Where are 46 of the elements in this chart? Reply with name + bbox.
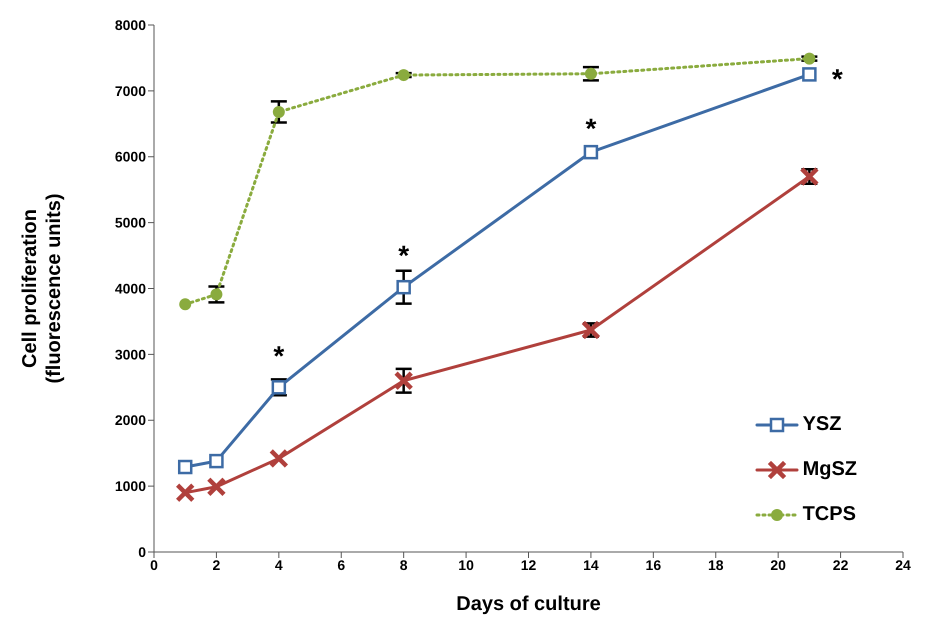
legend-label: MgSZ — [802, 458, 857, 481]
point — [803, 52, 816, 65]
x-tick-label: 8 — [400, 556, 408, 573]
y-tick-label: 3000 — [114, 346, 146, 362]
point — [176, 484, 194, 501]
legend-label: YSZ — [802, 413, 842, 436]
x-tick-label: 22 — [832, 556, 849, 573]
x-tick-label: 16 — [646, 556, 662, 573]
annotation: * — [398, 240, 410, 272]
y-axis-title: Cell proliferation (fluorescence units) — [19, 193, 65, 384]
y-tick-label: 7000 — [114, 82, 146, 99]
point — [210, 288, 222, 300]
x-tick-label: 20 — [770, 556, 786, 573]
y-tick-label: 0 — [138, 544, 146, 560]
point — [584, 144, 598, 160]
point — [395, 372, 412, 389]
x-tick-label: 12 — [520, 556, 536, 573]
y-tick-label: 8000 — [114, 16, 146, 33]
point — [208, 478, 225, 496]
point — [398, 69, 410, 82]
annotation: * — [832, 63, 843, 94]
y-tick-label: 4000 — [114, 280, 146, 296]
point — [270, 450, 288, 467]
point — [179, 298, 192, 310]
x-tick-label: 0 — [150, 556, 158, 573]
y-tick-label: 5000 — [114, 214, 146, 231]
y-tick-label: 1000 — [114, 478, 146, 494]
point — [396, 280, 411, 294]
x-tick-label: 24 — [895, 556, 911, 573]
x-tick-label: 10 — [458, 556, 474, 573]
point — [209, 454, 224, 468]
y-tick-label: 6000 — [114, 148, 146, 165]
x-tick-label: 4 — [274, 556, 283, 573]
x-tick-label: 18 — [708, 556, 724, 573]
x-tick-label: 14 — [583, 556, 599, 573]
y-tick-label: 2000 — [114, 412, 146, 428]
annotation: * — [273, 340, 284, 372]
point — [802, 67, 817, 82]
point — [178, 460, 192, 474]
point — [272, 106, 285, 118]
point — [584, 68, 597, 80]
x-tick-label: 6 — [337, 556, 346, 573]
x-axis-title: Days of culture — [456, 593, 601, 615]
legend-label: TCPS — [802, 503, 856, 526]
x-tick-label: 2 — [212, 556, 221, 573]
annotation: * — [585, 113, 596, 144]
